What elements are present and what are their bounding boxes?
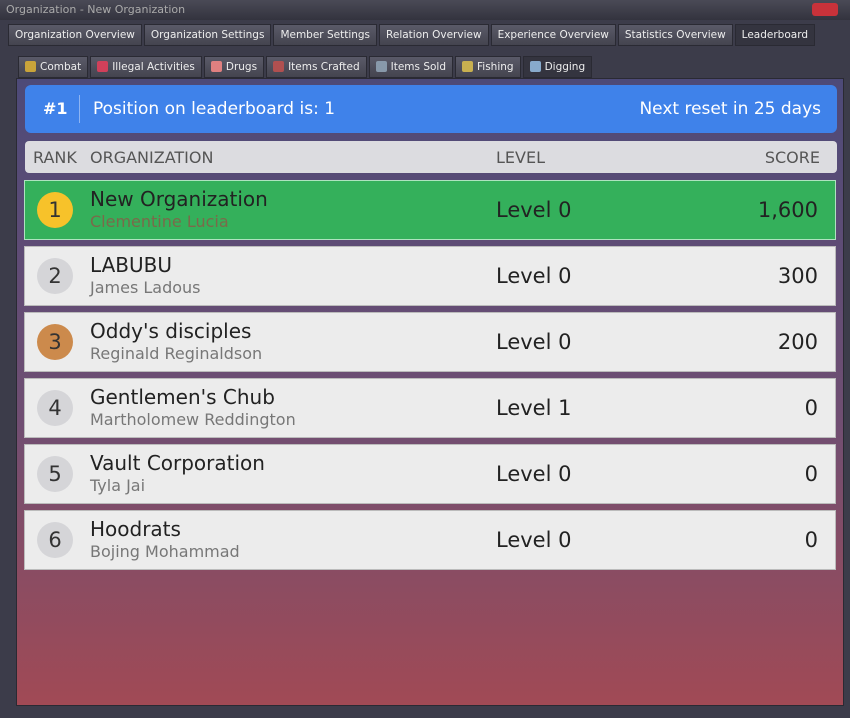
subtab[interactable]: Items Crafted	[266, 56, 367, 78]
subtab-bar: Combat Illegal Activities Drugs Items Craft…	[18, 56, 593, 78]
subtab-label: Combat	[40, 61, 82, 73]
banner: #1 Position on leaderboard is: 1 Next re…	[25, 85, 837, 133]
org-score: 1,600	[757, 198, 818, 222]
org-name: LABUBU	[90, 253, 173, 277]
leaderboard-row[interactable]: 5 Vault Corporation Tyla Jai Level 0 0	[24, 444, 836, 504]
tab-bar: Organization Overview Organization Settin…	[8, 24, 815, 46]
subtab[interactable]: Illegal Activities	[90, 56, 202, 78]
org-score: 200	[777, 330, 818, 354]
close-button[interactable]	[812, 3, 838, 16]
org-level: Level 0	[496, 528, 572, 552]
leaderboard-row[interactable]: 6 Hoodrats Bojing Mohammad Level 0 0	[24, 510, 836, 570]
subtab-label: Digging	[544, 61, 586, 73]
subtab[interactable]: Fishing	[455, 56, 521, 78]
subtab[interactable]: Digging	[522, 56, 593, 78]
org-leader: James Ladous	[90, 278, 201, 297]
org-name: Hoodrats	[90, 517, 181, 541]
org-score: 0	[804, 462, 818, 486]
subtab-icon	[97, 61, 109, 72]
subtab-icon	[375, 61, 387, 72]
rank-circle: 5	[37, 456, 73, 492]
tab[interactable]: Leaderboard	[734, 24, 815, 46]
org-leader: Clementine Lucia	[90, 212, 229, 231]
subtab[interactable]: Items Sold	[368, 56, 453, 78]
reset-text: Next reset in 25 days	[639, 99, 821, 119]
org-level: Level 0	[496, 462, 572, 486]
org-level: Level 1	[496, 396, 572, 420]
rank-circle: 3	[37, 324, 73, 360]
subtab-icon	[462, 61, 473, 72]
rank-circle: 2	[37, 258, 73, 294]
tab[interactable]: Organization Settings	[143, 24, 272, 46]
leaderboard-row[interactable]: 4 Gentlemen's Chub Martholomew Reddington L…	[24, 378, 836, 438]
leaderboard-row[interactable]: 3 Oddy's disciples Reginald Reginaldson Lev…	[24, 312, 836, 372]
subtab[interactable]: Drugs	[203, 56, 265, 78]
subtab-icon	[273, 61, 285, 72]
subtab-label: Items Sold	[390, 61, 446, 73]
subtab-label: Drugs	[225, 61, 258, 73]
content-panel: #1 Position on leaderboard is: 1 Next re…	[16, 78, 844, 706]
org-name: Gentlemen's Chub	[90, 385, 275, 409]
org-leader: Reginald Reginaldson	[90, 344, 263, 363]
tab[interactable]: Statistics Overview	[617, 24, 733, 46]
subtab-label: Items Crafted	[288, 61, 360, 73]
rank-badge: #1	[43, 99, 68, 118]
rank-circle: 4	[37, 390, 73, 426]
leaderboard-row[interactable]: 1 New Organization Clementine Lucia Level 0…	[24, 180, 836, 240]
org-score: 0	[804, 396, 818, 420]
org-leader: Tyla Jai	[90, 476, 146, 495]
tab[interactable]: Relation Overview	[379, 24, 489, 46]
org-name: Vault Corporation	[90, 451, 265, 475]
position-text: Position on leaderboard is: 1	[93, 99, 336, 119]
org-name: New Organization	[90, 187, 268, 211]
org-leader: Martholomew Reddington	[90, 410, 296, 429]
subtab-icon	[210, 61, 222, 72]
org-level: Level 0	[496, 198, 572, 222]
header: RANK	[33, 148, 77, 167]
leaderboard-row[interactable]: 2 LABUBU James Ladous Level 0 300	[24, 246, 836, 306]
org-leader: Bojing Mohammad	[90, 542, 240, 561]
subtab-icon	[529, 61, 541, 72]
org-score: 300	[777, 264, 818, 288]
org-level: Level 0	[496, 330, 572, 354]
title-bar: Organization - New Organization	[0, 0, 850, 20]
subtab-label: Illegal Activities	[112, 61, 195, 73]
tab[interactable]: Organization Overview	[8, 24, 142, 46]
tab[interactable]: Experience Overview	[490, 24, 616, 46]
org-name: Oddy's disciples	[90, 319, 252, 343]
tab[interactable]: Member Settings	[273, 24, 378, 46]
window-title: Organization - New Organization	[6, 3, 186, 16]
subtab-label: Fishing	[477, 61, 514, 73]
header: SCORE	[764, 148, 820, 167]
header: ORGANIZATION	[90, 148, 214, 167]
org-score: 0	[804, 528, 818, 552]
rank-circle: 6	[37, 522, 73, 558]
rank-circle: 1	[37, 192, 73, 228]
table-header: RANK ORGANIZATION LEVEL SCORE	[25, 141, 837, 173]
subtab[interactable]: Combat	[18, 56, 89, 78]
subtab-icon	[25, 61, 36, 72]
org-level: Level 0	[496, 264, 572, 288]
header: LEVEL	[496, 148, 545, 167]
